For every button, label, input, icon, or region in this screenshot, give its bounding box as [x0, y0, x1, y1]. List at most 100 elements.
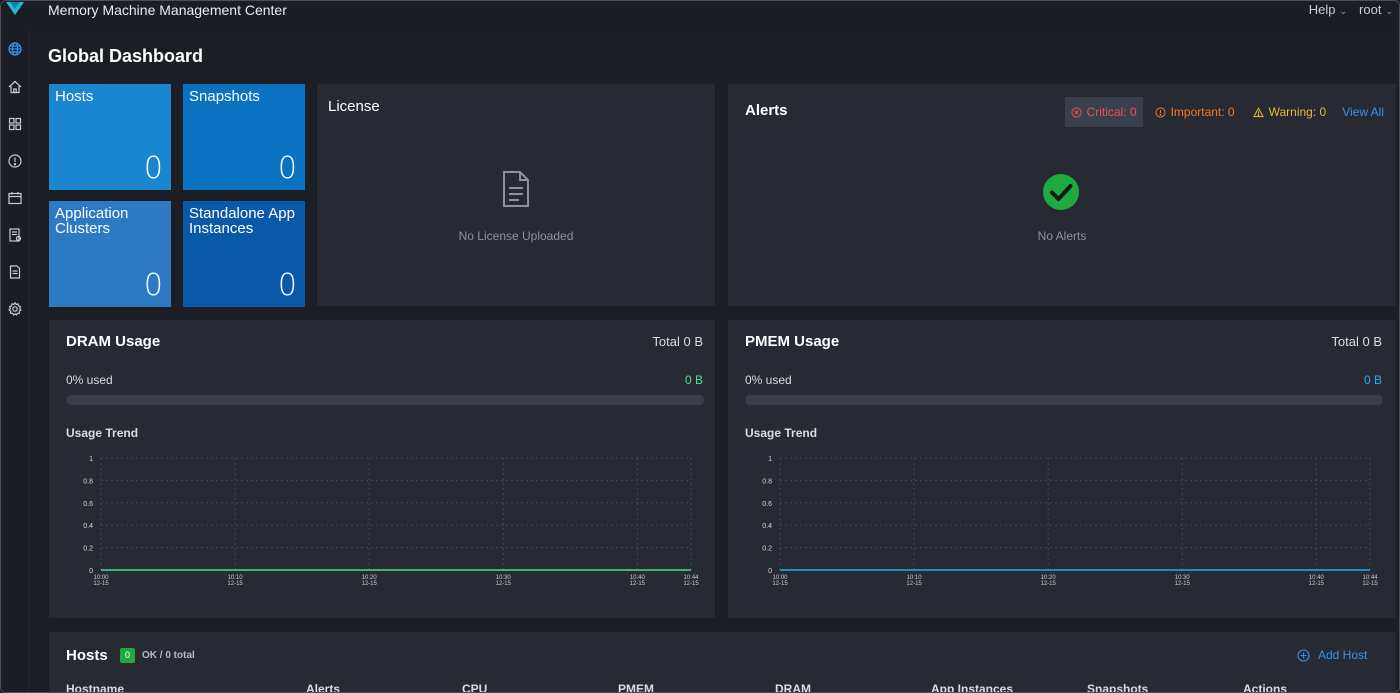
plus-circle-icon	[1297, 648, 1310, 662]
tile-label: Application Clusters	[55, 205, 129, 237]
exclamation-circle-icon	[1154, 106, 1166, 118]
add-host-button[interactable]: Add Host	[1297, 648, 1367, 662]
pmem-title: PMEM Usage	[745, 333, 840, 350]
column-header-dram[interactable]: DRAM	[775, 682, 811, 693]
column-header-app-instances[interactable]: App Instances	[931, 682, 1014, 693]
home-icon[interactable]	[7, 79, 23, 95]
help-menu[interactable]: Help ⌄	[1309, 2, 1347, 17]
hosts-status-text: OK / 0 total	[142, 650, 195, 661]
y-tick-label: 1	[89, 456, 93, 463]
x-tick-time: 10:10	[228, 575, 244, 581]
report-icon[interactable]	[7, 227, 23, 243]
y-tick-label: 0.6	[83, 501, 93, 508]
standalone-app-instances-tile[interactable]: Standalone App Instances 0	[183, 201, 305, 307]
hosts-ok-badge: 0	[120, 648, 135, 663]
tile-label: Hosts	[55, 88, 94, 105]
dram-title: DRAM Usage	[66, 333, 161, 350]
column-header-alerts[interactable]: Alerts	[306, 682, 341, 693]
column-header-pmem[interactable]: PMEM	[618, 682, 654, 693]
dram-trend-label: Usage Trend	[66, 426, 139, 440]
y-tick-label: 0.8	[762, 478, 772, 485]
chevron-down-icon: ⌄	[1339, 6, 1348, 16]
view-all-link[interactable]: View All	[1342, 105, 1384, 119]
chevron-down-icon: ⌄	[1385, 6, 1393, 16]
dram-trend-chart: 00.20.40.60.8110:0012-1510:1012-1510:201…	[83, 456, 699, 587]
x-tick-time: 10:30	[1175, 575, 1191, 581]
user-menu[interactable]: root ⌄	[1359, 2, 1393, 17]
pmem-total: Total 0 B	[1331, 334, 1382, 349]
x-tick-time: 10:10	[907, 575, 923, 581]
x-tick-date: 12-15	[496, 581, 512, 587]
globe-icon[interactable]	[7, 41, 23, 57]
tile-count: 0	[143, 268, 163, 303]
grid-icon[interactable]	[7, 116, 23, 132]
tile-label: Snapshots	[189, 88, 260, 105]
alerts-empty-text: No Alerts	[1037, 229, 1087, 243]
column-header-actions[interactable]: Actions	[1243, 682, 1288, 693]
warning-label: Warning: 0	[1268, 105, 1327, 119]
page-title: Global Dashboard	[48, 46, 204, 66]
tile-count: 0	[277, 151, 297, 186]
hosts-tile[interactable]: Hosts 0	[49, 84, 171, 190]
license-panel: License No License Uploaded	[317, 84, 715, 306]
calendar-icon[interactable]	[7, 190, 23, 206]
application-clusters-tile[interactable]: Application Clusters 0	[49, 201, 171, 307]
alert-filter-bar: Critical: 0 Important: 0 Warning: 0 View…	[1064, 97, 1384, 127]
close-circle-icon	[1070, 106, 1082, 118]
y-tick-label: 0.8	[83, 478, 93, 485]
top-bar: Memory Machine Management Center Help ⌄ r…	[1, 1, 1399, 29]
pmem-used-value: 0 B	[1363, 373, 1382, 387]
y-tick-label: 0.4	[762, 523, 772, 530]
pmem-used-percent: 0% used	[745, 373, 792, 387]
dram-total: Total 0 B	[652, 334, 703, 349]
y-tick-label: 0	[768, 568, 772, 575]
user-label: root	[1359, 2, 1382, 17]
x-tick-date: 12-15	[683, 581, 699, 587]
license-empty-text: No License Uploaded	[458, 229, 574, 243]
y-tick-label: 0.2	[83, 546, 93, 553]
x-tick-date: 12-15	[1041, 581, 1057, 587]
sidebar	[1, 29, 29, 692]
x-tick-date: 12-15	[362, 581, 378, 587]
tile-label: Standalone App Instances	[189, 205, 295, 237]
column-header-snapshots[interactable]: Snapshots	[1087, 682, 1149, 693]
top-right-menu: Help ⌄ root ⌄	[1309, 2, 1393, 17]
alerts-title: Alerts	[745, 102, 788, 119]
x-tick-time: 10:30	[496, 575, 512, 581]
hosts-panel	[49, 632, 1396, 692]
alert-circle-icon[interactable]	[7, 153, 23, 169]
dram-usage-panel: DRAM Usage Total 0 B 0% used 0 B Usage T…	[49, 320, 715, 618]
x-tick-time: 10:44	[1362, 575, 1378, 581]
check-circle-icon	[1043, 174, 1079, 210]
column-header-cpu[interactable]: CPU	[462, 682, 488, 693]
alerts-panel: Alerts Critical: 0 Important: 0 Warning:…	[728, 84, 1396, 306]
important-label: Important: 0	[1170, 105, 1235, 119]
warning-filter[interactable]: Warning: 0	[1247, 97, 1333, 127]
x-tick-date: 12-15	[93, 581, 109, 587]
pmem-trend-chart: 00.20.40.60.8110:0012-1510:1012-1510:201…	[762, 456, 1378, 587]
x-tick-date: 12-15	[227, 581, 243, 587]
hosts-title: Hosts	[66, 647, 108, 664]
y-tick-label: 0	[89, 568, 93, 575]
license-title: License	[328, 98, 380, 115]
warning-triangle-icon	[1252, 106, 1264, 117]
x-tick-time: 10:00	[93, 575, 109, 581]
critical-filter[interactable]: Critical: 0	[1064, 97, 1143, 127]
app-logo-icon[interactable]	[6, 2, 24, 16]
column-header-hostname[interactable]: Hostname	[66, 682, 125, 693]
y-tick-label: 0.6	[762, 501, 772, 508]
gear-icon[interactable]	[7, 301, 23, 317]
document-icon[interactable]	[7, 264, 23, 280]
x-tick-time: 10:20	[1041, 575, 1057, 581]
pmem-usage-bar	[745, 395, 1383, 405]
important-filter[interactable]: Important: 0	[1149, 97, 1241, 127]
help-label: Help	[1308, 2, 1336, 17]
x-tick-date: 12-15	[906, 581, 922, 587]
x-tick-date: 12-15	[1309, 581, 1325, 587]
x-tick-date: 12-15	[772, 581, 788, 587]
x-tick-time: 10:44	[683, 575, 699, 581]
tile-count: 0	[143, 151, 163, 186]
snapshots-tile[interactable]: Snapshots 0	[183, 84, 305, 190]
tile-count: 0	[277, 268, 297, 303]
